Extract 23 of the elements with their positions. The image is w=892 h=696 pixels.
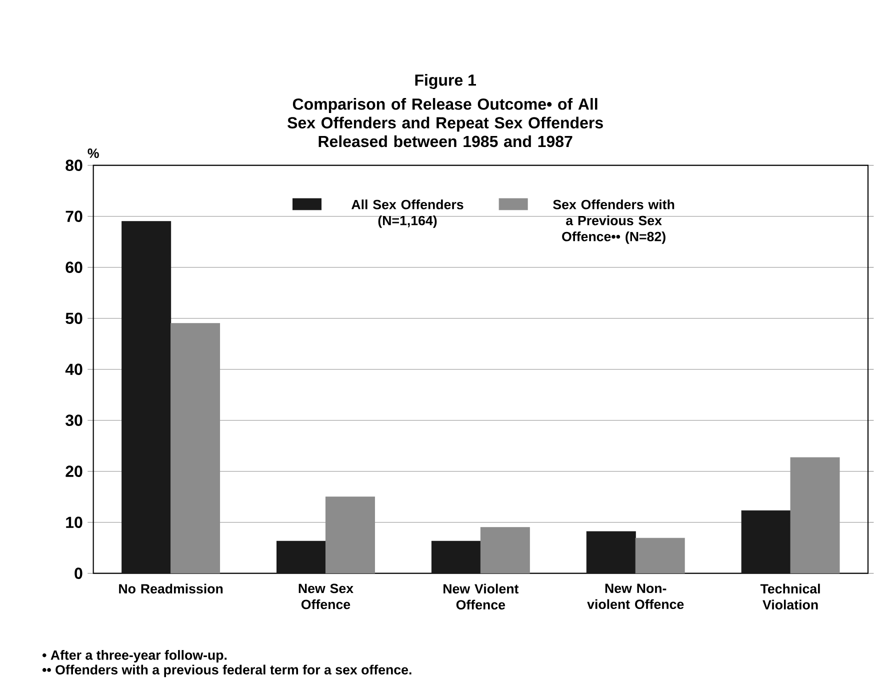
y-tick-label: 50	[66, 312, 82, 324]
chart-subtitle: Comparison of Release Outcome• of All Sex Offenders and Repeat Sex Offenders Released between 1985 and 1987	[288, 98, 603, 148]
x-tick-label: New Violent Offence	[444, 584, 519, 610]
y-tick-label: 40	[65, 364, 82, 375]
legend-label: Sex Offenders with a Previous Sex Offence•• (N=82)	[553, 200, 674, 244]
legend-label: All Sex Offenders (N=1,164)	[352, 200, 464, 228]
y-tick-label: 10	[66, 516, 82, 528]
y-tick-label: 20	[66, 466, 82, 477]
x-tick-label: No Readmission	[119, 584, 223, 594]
bar	[480, 527, 530, 574]
chart-title: Figure 1	[415, 74, 476, 90]
y-tick-label: 80	[66, 160, 82, 171]
x-tick-label: New Non-violent Offence	[587, 584, 684, 610]
y-axis-title: %	[88, 148, 99, 158]
y-tick-label: 0	[74, 568, 82, 579]
bar	[635, 538, 685, 574]
text: •• Offenders with a previous federal term for a sex offence.	[42, 664, 412, 678]
y-tick-label: 30	[66, 414, 82, 426]
text: • After a three-year follow-up.	[42, 650, 227, 662]
x-tick-label: Technical Violation	[760, 584, 820, 610]
y-tick-label: 60	[66, 262, 82, 273]
y-tick-label: 70	[66, 210, 82, 222]
x-tick-label: New Sex Offence	[298, 584, 354, 610]
